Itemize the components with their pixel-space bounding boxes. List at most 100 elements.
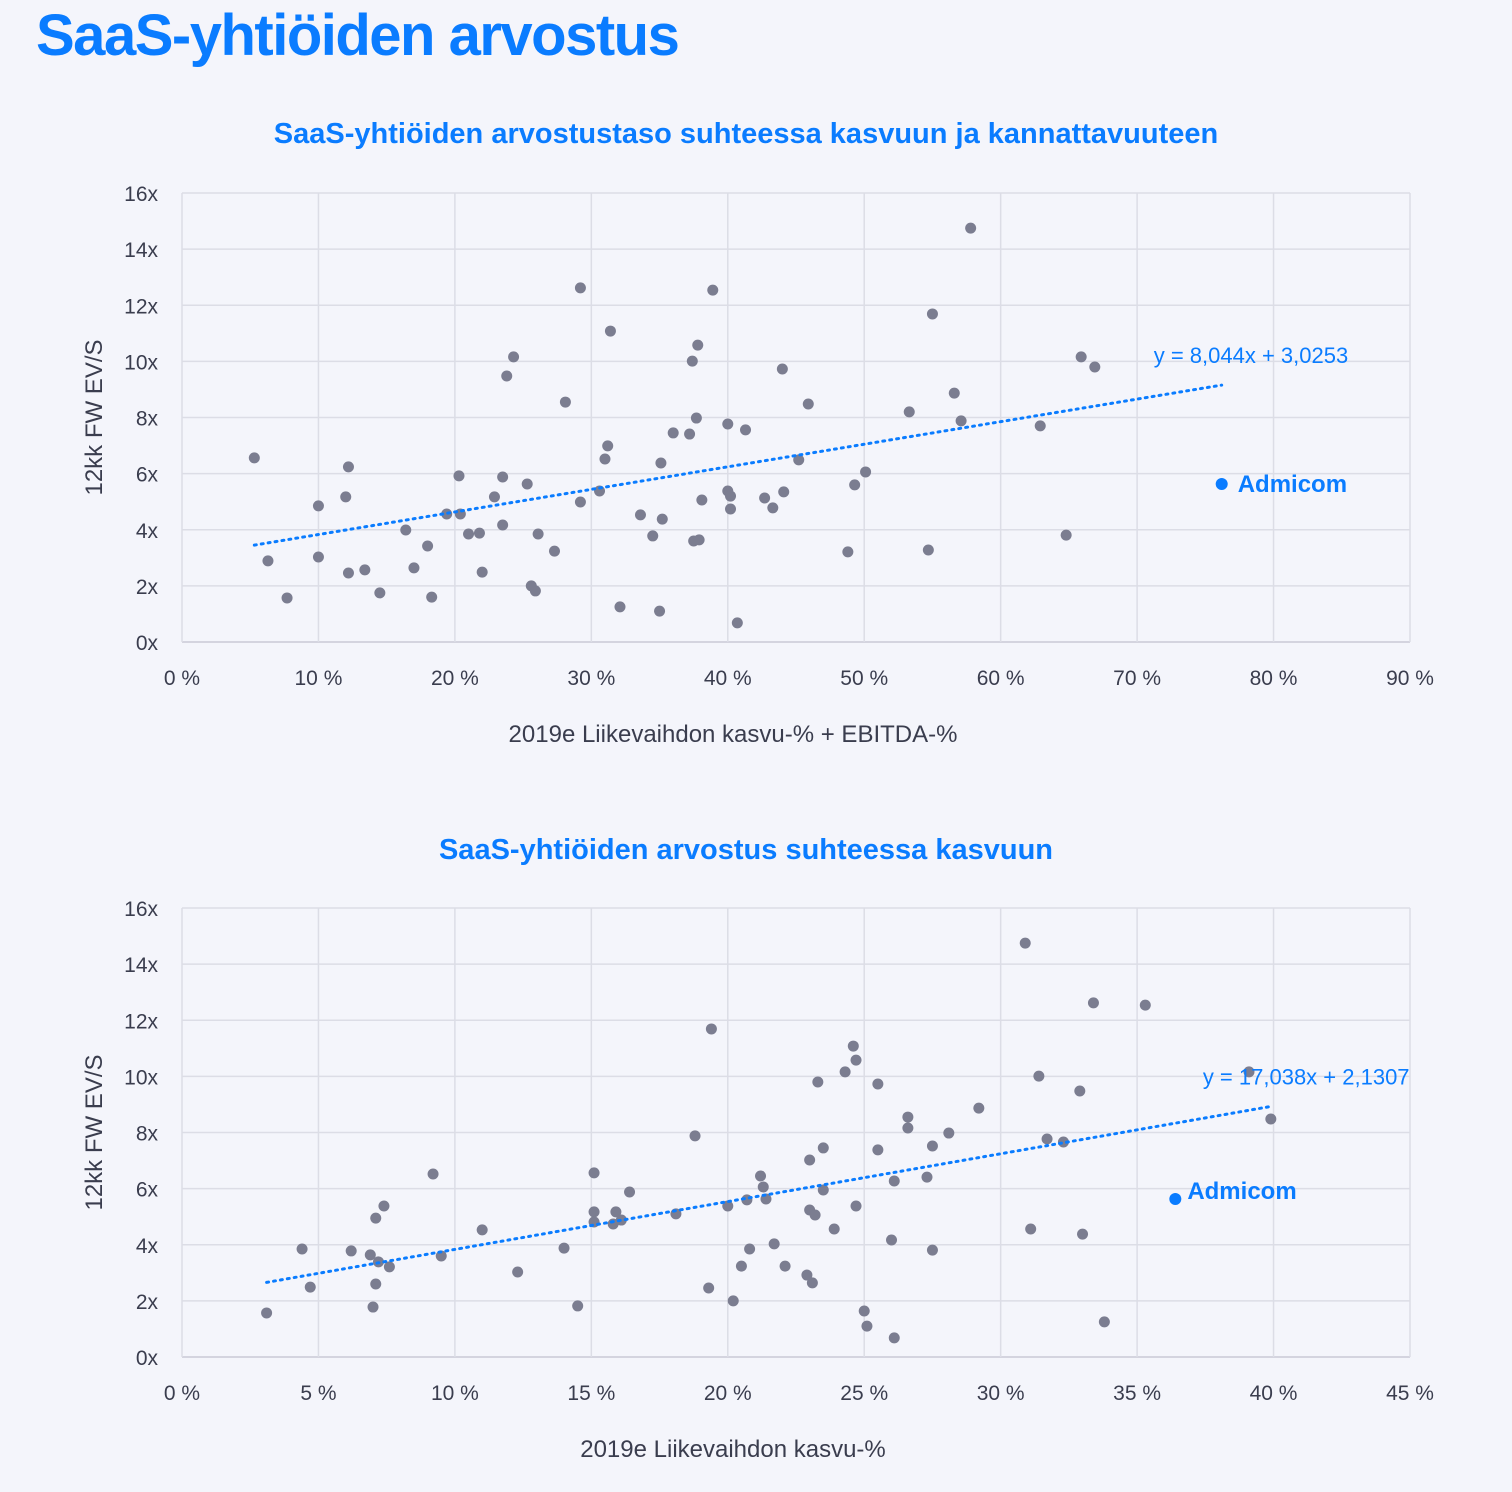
data-point (529, 585, 541, 597)
trendline-equation: y = 8,044x + 3,0253 (1154, 343, 1349, 368)
data-point (1025, 1223, 1037, 1235)
data-point (614, 601, 626, 613)
data-point (973, 1102, 985, 1114)
data-point (886, 1234, 898, 1246)
data-point (367, 1301, 379, 1313)
chart-title: SaaS-yhtiöiden arvostus suhteessa kasvuu… (439, 834, 1053, 866)
data-point (548, 545, 560, 557)
data-point (888, 1175, 900, 1187)
data-point (599, 453, 611, 465)
data-point (948, 387, 960, 399)
data-point (850, 1200, 862, 1212)
data-point (759, 492, 771, 504)
y-axis-label: 12kk FW EV/S (81, 339, 108, 495)
data-point (731, 617, 743, 629)
data-point (689, 1130, 701, 1142)
x-tick-label: 30 % (977, 1382, 1025, 1405)
y-tick-label: 4x (136, 520, 159, 543)
data-point (1034, 420, 1046, 432)
y-tick-label: 2x (136, 576, 159, 599)
data-point (690, 412, 702, 424)
x-tick-label: 45 % (1386, 1382, 1434, 1405)
data-point (1074, 1085, 1086, 1097)
highlight-label: Admicom (1187, 1178, 1296, 1205)
x-tick-label: 20 % (704, 1382, 752, 1405)
y-tick-label: 2x (136, 1291, 159, 1314)
data-point (806, 1277, 818, 1289)
data-point (858, 1305, 870, 1317)
highlight-point (1215, 478, 1228, 491)
y-tick-label: 12x (124, 295, 158, 318)
data-point (804, 1154, 816, 1166)
y-axis-label: 12kk FW EV/S (81, 1054, 108, 1210)
data-point (426, 591, 438, 603)
data-point (667, 427, 679, 439)
data-point (488, 491, 500, 503)
y-tick-label: 8x (136, 1123, 159, 1146)
data-point (850, 1054, 862, 1066)
data-point (686, 355, 698, 367)
data-point (634, 509, 646, 521)
y-tick-label: 0x (136, 1347, 159, 1370)
data-point (903, 406, 915, 418)
data-point (340, 491, 352, 503)
trendline (252, 383, 1224, 547)
x-tick-label: 10 % (295, 667, 343, 690)
data-point (378, 1200, 390, 1212)
x-axis-label: 2019e Liikevaihdon kasvu-% + EBITDA-% (509, 721, 958, 748)
data-point (1265, 1113, 1277, 1125)
y-tick-label: 16x (124, 183, 158, 206)
data-point (427, 1168, 439, 1180)
data-point (757, 1181, 769, 1193)
data-point (921, 1171, 933, 1183)
x-tick-label: 5 % (300, 1382, 336, 1405)
data-point (692, 339, 704, 351)
data-point (839, 1066, 851, 1078)
data-point (521, 478, 533, 490)
x-tick-label: 40 % (1250, 1382, 1298, 1405)
data-point (604, 325, 616, 337)
data-point (872, 1078, 884, 1090)
data-point (383, 1261, 395, 1273)
data-point (574, 496, 586, 508)
data-point (696, 494, 708, 506)
x-tick-label: 0 % (164, 667, 200, 690)
data-point (812, 1076, 824, 1088)
data-point (1019, 937, 1031, 949)
data-point (888, 1332, 900, 1344)
page-title: SaaS-yhtiöiden arvostus (36, 3, 680, 68)
data-point (296, 1243, 308, 1255)
data-point (1075, 351, 1087, 363)
data-point (532, 528, 544, 540)
x-tick-label: 30 % (567, 667, 615, 690)
data-point (400, 524, 412, 536)
x-tick-label: 90 % (1386, 667, 1434, 690)
data-point (872, 1144, 884, 1156)
data-point (370, 1212, 382, 1224)
data-point (574, 282, 586, 294)
x-tick-label: 25 % (840, 1382, 888, 1405)
data-point (722, 1200, 734, 1212)
data-point (703, 1282, 715, 1294)
x-tick-label: 60 % (977, 667, 1025, 690)
x-tick-label: 35 % (1113, 1382, 1161, 1405)
data-point (508, 351, 520, 363)
y-tick-label: 8x (136, 408, 159, 431)
data-point (842, 546, 854, 558)
highlight-point (1169, 1193, 1182, 1206)
data-point (847, 1040, 859, 1052)
y-tick-label: 12x (124, 1010, 158, 1033)
data-point (849, 479, 861, 491)
data-point (512, 1266, 524, 1278)
data-point (902, 1122, 914, 1134)
data-point (776, 363, 788, 375)
data-point (656, 513, 668, 525)
data-point (463, 528, 475, 540)
data-point (693, 534, 705, 546)
data-point (955, 415, 967, 427)
data-point (767, 502, 779, 514)
y-tick-label: 10x (124, 1066, 158, 1089)
x-tick-label: 15 % (567, 1382, 615, 1405)
trendline (265, 1104, 1273, 1284)
data-point (768, 1238, 780, 1250)
